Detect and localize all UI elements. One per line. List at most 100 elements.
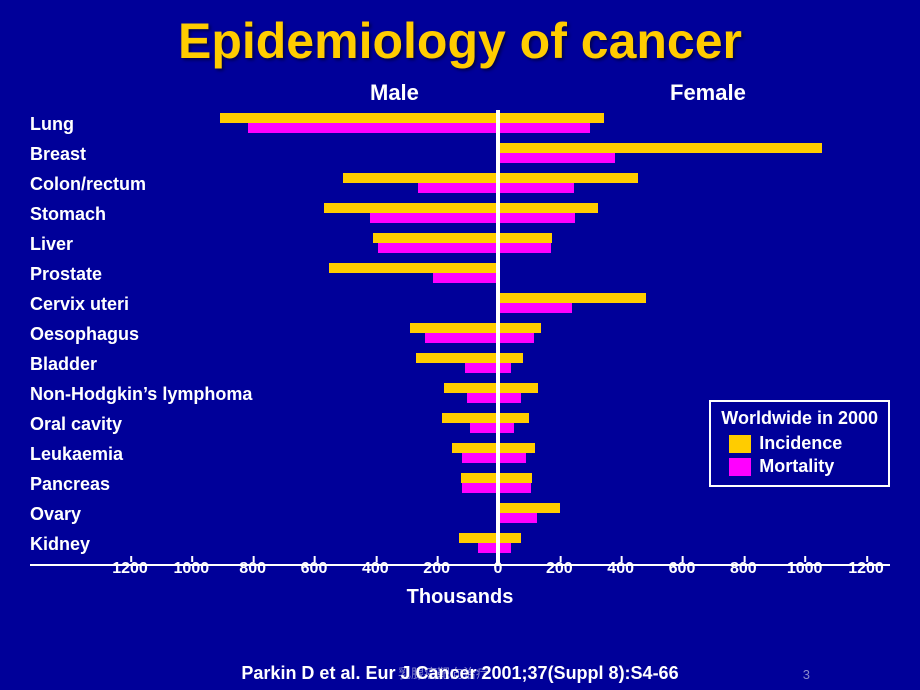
female-mortality-bar	[500, 363, 511, 373]
male-incidence-bar	[343, 173, 496, 183]
page-title: Epidemiology of cancer	[0, 0, 920, 70]
row-label: Pancreas	[30, 474, 110, 495]
swatch-mortality	[729, 458, 751, 476]
table-row: Oesophagus	[30, 320, 890, 350]
axis-tick: 800	[239, 560, 266, 578]
row-label: Breast	[30, 144, 86, 165]
male-mortality-bar	[370, 213, 496, 223]
axis-tick: 400	[362, 560, 389, 578]
female-incidence-bar	[500, 233, 552, 243]
female-incidence-bar	[500, 113, 604, 123]
female-incidence-bar	[500, 293, 646, 303]
male-mortality-bar	[425, 333, 496, 343]
male-incidence-bar	[410, 323, 496, 333]
male-mortality-bar	[478, 543, 496, 553]
male-incidence-bar	[324, 203, 496, 213]
table-row: Cervix uteri	[30, 290, 890, 320]
female-incidence-bar	[500, 203, 598, 213]
row-label: Leukaemia	[30, 444, 123, 465]
female-mortality-bar	[500, 423, 514, 433]
female-incidence-bar	[500, 173, 638, 183]
axis-tick: 200	[423, 560, 450, 578]
female-mortality-bar	[500, 333, 534, 343]
legend-title: Worldwide in 2000	[721, 408, 878, 429]
axis-tick: 600	[301, 560, 328, 578]
male-incidence-bar	[461, 473, 496, 483]
male-mortality-bar	[462, 453, 496, 463]
x-axis: Thousands 120010008006004002000200400600…	[30, 566, 890, 606]
axis-tick: 1000	[787, 560, 823, 578]
female-mortality-bar	[500, 543, 511, 553]
row-label: Colon/rectum	[30, 174, 146, 195]
axis-tick: 1200	[112, 560, 148, 578]
swatch-incidence	[729, 435, 751, 453]
table-row: Stomach	[30, 200, 890, 230]
female-mortality-bar	[500, 213, 575, 223]
female-mortality-bar	[500, 303, 572, 313]
female-incidence-bar	[500, 383, 538, 393]
legend-incidence: Incidence	[721, 433, 878, 454]
axis-tick: 600	[669, 560, 696, 578]
male-incidence-bar	[459, 533, 496, 543]
female-mortality-bar	[500, 123, 590, 133]
row-label: Lung	[30, 114, 74, 135]
chart-headers: Male Female	[30, 80, 890, 110]
epidemiology-chart: Male Female Lung Breast Colon/rectum Stomac…	[30, 80, 890, 640]
header-male: Male	[370, 80, 419, 106]
male-mortality-bar	[378, 243, 496, 253]
female-incidence-bar	[500, 503, 560, 513]
female-incidence-bar	[500, 353, 523, 363]
male-incidence-bar	[444, 383, 496, 393]
table-row: Lung	[30, 110, 890, 140]
header-female: Female	[670, 80, 746, 106]
legend-mortality-label: Mortality	[759, 456, 834, 477]
legend-mortality: Mortality	[721, 456, 878, 477]
table-row: Liver	[30, 230, 890, 260]
female-mortality-bar	[500, 153, 615, 163]
male-mortality-bar	[433, 273, 496, 283]
citation-text: Parkin D et al. Eur J Cancer 2001;37(Sup…	[0, 663, 920, 684]
female-mortality-bar	[500, 483, 531, 493]
table-row: Colon/rectum	[30, 170, 890, 200]
row-label: Liver	[30, 234, 73, 255]
male-mortality-bar	[467, 393, 496, 403]
male-mortality-bar	[470, 423, 496, 433]
chart-plot-area: Lung Breast Colon/rectum Stomach Liver Prosta…	[30, 110, 890, 566]
table-row: Breast	[30, 140, 890, 170]
row-label: Oral cavity	[30, 414, 122, 435]
axis-tick: 1000	[174, 560, 210, 578]
table-row: Prostate	[30, 260, 890, 290]
row-label: Stomach	[30, 204, 106, 225]
male-incidence-bar	[220, 113, 496, 123]
female-mortality-bar	[500, 453, 526, 463]
female-incidence-bar	[500, 143, 822, 153]
male-incidence-bar	[452, 443, 496, 453]
female-mortality-bar	[500, 183, 574, 193]
x-axis-label: Thousands	[30, 586, 890, 609]
male-mortality-bar	[465, 363, 496, 373]
legend-incidence-label: Incidence	[759, 433, 842, 454]
table-row: Ovary	[30, 500, 890, 530]
axis-tick: 0	[494, 560, 503, 578]
table-row: Bladder	[30, 350, 890, 380]
row-label: Ovary	[30, 504, 81, 525]
male-incidence-bar	[373, 233, 496, 243]
male-incidence-bar	[442, 413, 496, 423]
female-incidence-bar	[500, 533, 521, 543]
row-label: Non-Hodgkin’s lymphoma	[30, 384, 252, 405]
female-mortality-bar	[500, 393, 521, 403]
row-label: Prostate	[30, 264, 102, 285]
axis-tick: 1200	[848, 560, 884, 578]
female-incidence-bar	[500, 413, 529, 423]
male-mortality-bar	[248, 123, 496, 133]
row-label: Cervix uteri	[30, 294, 129, 315]
female-incidence-bar	[500, 323, 541, 333]
female-mortality-bar	[500, 243, 551, 253]
male-incidence-bar	[416, 353, 496, 363]
legend-box: Worldwide in 2000 Incidence Mortality	[709, 400, 890, 487]
row-label: Oesophagus	[30, 324, 139, 345]
male-mortality-bar	[462, 483, 496, 493]
male-incidence-bar	[329, 263, 496, 273]
male-mortality-bar	[418, 183, 496, 193]
female-incidence-bar	[500, 443, 535, 453]
